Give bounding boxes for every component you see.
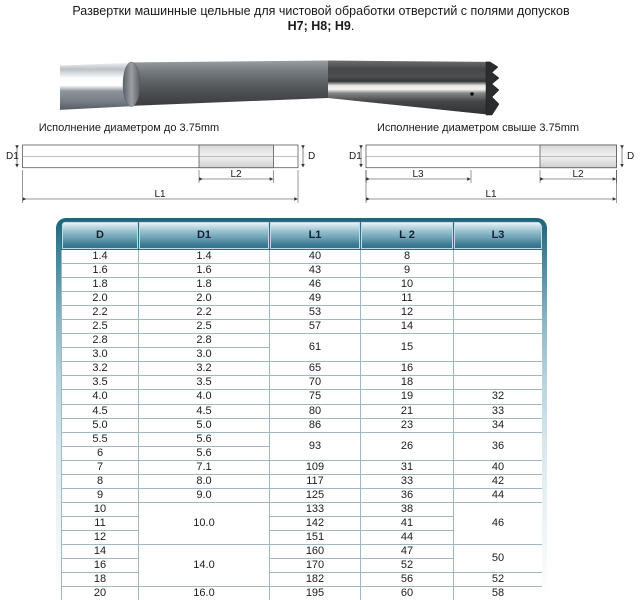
- svg-text:L1: L1: [485, 189, 497, 200]
- svg-text:Исполнение диаметром свыше 3.: Исполнение диаметром свыше 3.75mm: [377, 122, 579, 134]
- svg-text:D: D: [627, 151, 634, 162]
- svg-text:D: D: [308, 151, 315, 162]
- svg-text:L1: L1: [154, 189, 166, 200]
- svg-text:L2: L2: [230, 169, 242, 180]
- svg-text:Исполнение диаметром до 3.75mm: Исполнение диаметром до 3.75mm: [39, 122, 219, 134]
- svg-text:L3: L3: [412, 169, 424, 180]
- svg-text:L2: L2: [572, 169, 584, 180]
- svg-text:D1: D1: [349, 151, 362, 162]
